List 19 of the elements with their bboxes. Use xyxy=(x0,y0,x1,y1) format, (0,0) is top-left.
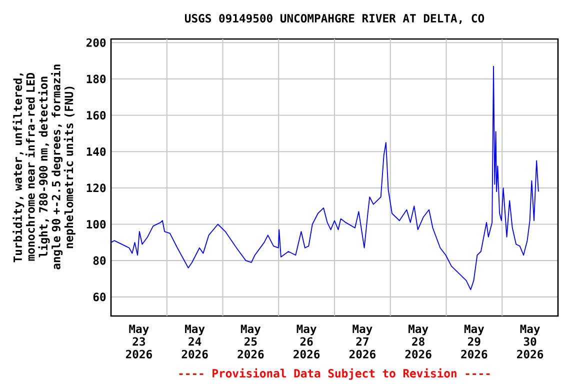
x-tick-label: May 30 2026 xyxy=(517,324,544,358)
text: ---- Provisional Data Subject to Revision ---- xyxy=(179,368,490,380)
y-tick-label: 80 xyxy=(93,256,106,265)
y-tick-label: 180 xyxy=(86,74,106,84)
y-tick-label: 140 xyxy=(86,147,106,156)
x-tick-label: May 25 2026 xyxy=(238,324,264,358)
y-tick-label: 100 xyxy=(86,220,106,228)
y-tick-label: 60 xyxy=(93,292,106,302)
x-tick-label: May 26 2026 xyxy=(294,324,320,358)
y-tick-label: 160 xyxy=(86,110,106,120)
y-tick-label: 120 xyxy=(86,184,106,192)
x-tick-label: May 28 2026 xyxy=(405,324,432,358)
x-tick-label: May 27 2026 xyxy=(349,324,376,358)
y-axis-title: Turbidity, water, unfiltered, monochrome near infra-red LED light, 780-900 nm, detection angle 90 +-2.5 degrees, formazin nephelometric units (FNU) xyxy=(12,64,76,270)
x-tick-label: May 29 2026 xyxy=(461,324,488,358)
x-tick-label: May 24 2026 xyxy=(182,324,208,358)
x-tick-label: May 23 2026 xyxy=(126,324,152,358)
y-tick-label: 200 xyxy=(86,38,106,47)
chart-title: USGS 09149500 UNCOMPAHGRE RIVER AT DELTA, CO xyxy=(184,14,484,24)
